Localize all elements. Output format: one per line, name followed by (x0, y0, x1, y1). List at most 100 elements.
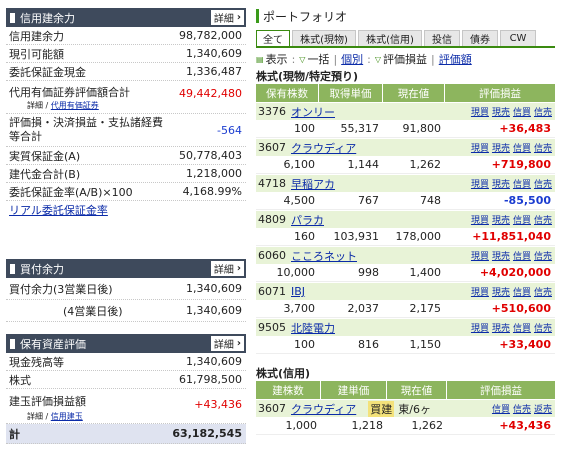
opt-all[interactable]: 一括 (307, 53, 330, 66)
holding-header: 6060 こころネット 現買 現売 信買 信売 (256, 246, 555, 264)
assets-panel-header: 保有資産評価 詳細 › (6, 334, 246, 353)
market-term: 東/6ヶ (398, 402, 431, 416)
caret-down-icon: ▽ (299, 54, 306, 64)
trade-action-link[interactable]: 信買 (512, 180, 531, 190)
opt-individual[interactable]: 個別 (341, 53, 364, 66)
trade-action-link[interactable]: 現買 (470, 216, 489, 226)
header-marker-icon (10, 12, 15, 23)
trade-action-link[interactable]: 現買 (470, 144, 489, 154)
stock-code: 6071 (258, 285, 286, 298)
opt-value[interactable]: 評価額 (438, 53, 472, 66)
cost-value: 998 (358, 266, 379, 279)
realtime-margin-link[interactable]: リアル委託保証金率 (9, 204, 108, 217)
realtime-link-row: リアル委託保証金率 (6, 201, 246, 219)
pl-value: +11,851,040 (472, 230, 551, 243)
trade-action-link[interactable]: 現買 (470, 252, 489, 262)
stock-name-link[interactable]: 北陸電力 (291, 321, 335, 335)
margin-row: 現引可能額 1,340,609 (6, 45, 246, 63)
trade-action-link[interactable]: 信買 (512, 108, 531, 118)
price-value: 2,175 (409, 302, 442, 315)
trade-action-link[interactable]: 現買 (470, 288, 489, 298)
holding-header: 6071 IBJ 現買 現売 信買 信売 (256, 282, 555, 300)
price-value: 748 (420, 194, 441, 207)
trade-action-link[interactable]: 信売 (533, 180, 552, 190)
buy-panel: 買付余力 詳細 › 買付余力(3営業日後) 1,340,609 (4営業日後) 1,3… (6, 259, 246, 322)
chevron-right-icon: › (236, 263, 241, 274)
credit-holding-values: 1,000 1,218 1,262 +43,436 (256, 417, 555, 435)
stock-name-link[interactable]: クラウディア (291, 141, 357, 155)
trade-action-link[interactable]: 現売 (491, 324, 510, 334)
pl-value: +719,800 (491, 158, 551, 171)
credit-action-link[interactable]: 信買 (491, 405, 510, 415)
assets-panel: 保有資産評価 詳細 › 現金残高等 1,340,609 株式 61,798,500 建… (6, 334, 246, 444)
trade-action-link[interactable]: 現売 (491, 216, 510, 226)
stock-name-link[interactable]: こころネット (291, 249, 357, 263)
shares-value: 100 (294, 338, 315, 351)
tab-margin-stock[interactable]: 株式(信用) (358, 30, 422, 46)
opt-pl[interactable]: 評価損益 (383, 53, 428, 66)
trade-action-link[interactable]: 現買 (470, 324, 489, 334)
holding-header: 4809 パラカ 現買 現売 信買 信売 (256, 210, 555, 228)
trade-action-link[interactable]: 現買 (470, 108, 489, 118)
trade-action-link[interactable]: 現売 (491, 252, 510, 262)
trade-action-link[interactable]: 信買 (512, 144, 531, 154)
stock-name-link[interactable]: IBJ (291, 285, 306, 298)
stock-name-link[interactable]: クラウディア (291, 402, 357, 416)
trade-action-link[interactable]: 信売 (533, 252, 552, 262)
holding-values: 3,700 2,037 2,175 +510,600 (256, 300, 555, 318)
shares-value: 100 (294, 122, 315, 135)
credit-action-link[interactable]: 返売 (533, 405, 552, 415)
menu-icon: ▤ (256, 54, 264, 64)
trade-action-link[interactable]: 信売 (533, 108, 552, 118)
trade-action-link[interactable]: 信売 (533, 144, 552, 154)
cost-value: 767 (358, 194, 379, 207)
price-value: 178,000 (395, 230, 442, 243)
securities-link[interactable]: 代用有価証券 (50, 101, 99, 110)
shares-value: 3,700 (283, 302, 316, 315)
tab-cash-stock[interactable]: 株式(現物) (292, 30, 356, 46)
holding-item: 6060 こころネット 現買 現売 信買 信売 10,000 998 1,400 +4,020,0… (256, 246, 555, 282)
buy-detail-button[interactable]: 詳細 › (210, 261, 244, 276)
tab-bonds[interactable]: 債券 (462, 30, 498, 46)
holding-values: 4,500 767 748 -85,500 (256, 192, 555, 210)
shares-value: 1,000 (285, 419, 318, 432)
holding-header: 4718 早稲アカ 現買 現売 信買 信売 (256, 174, 555, 192)
trade-action-link[interactable]: 現売 (491, 288, 510, 298)
credit-position-link[interactable]: 信用建玉 (50, 412, 83, 421)
holding-item: 3376 オンリー 現買 現売 信買 信売 100 55,317 91,800 +36,483 (256, 102, 555, 138)
stock-name-link[interactable]: オンリー (291, 105, 335, 119)
trade-action-link[interactable]: 信売 (533, 288, 552, 298)
tab-all[interactable]: 全て (256, 30, 290, 46)
margin-detail-button[interactable]: 詳細 › (210, 10, 244, 25)
holding-values: 160 103,931 178,000 +11,851,040 (256, 228, 555, 246)
trade-action-link[interactable]: 現売 (491, 108, 510, 118)
stock-code: 3607 (258, 402, 286, 415)
trade-action-link[interactable]: 現売 (491, 180, 510, 190)
credit-action-link[interactable]: 信売 (512, 405, 531, 415)
buy-panel-title: 買付余力 (20, 262, 64, 276)
portfolio-panel: ポートフォリオ 全て 株式(現物) 株式(信用) 投信 債券 CW ▤ 表示 :… (256, 6, 555, 435)
holding-item: 4809 パラカ 現買 現売 信買 信売 160 103,931 178,000 +11,851,… (256, 210, 555, 246)
trade-action-link[interactable]: 信買 (512, 252, 531, 262)
chevron-right-icon: › (236, 338, 241, 349)
pl-value: +33,400 (499, 338, 551, 351)
tab-funds[interactable]: 投信 (424, 30, 460, 46)
stock-name-link[interactable]: 早稲アカ (291, 177, 335, 191)
cost-value: 2,037 (347, 302, 380, 315)
trade-action-link[interactable]: 現買 (470, 180, 489, 190)
margin-row: 委託保証金率(A/B)×100 4,168.99% (6, 183, 246, 201)
securities-sub-links: 詳細 / 代用有価証券 (27, 101, 99, 110)
tab-cw[interactable]: CW (500, 30, 536, 46)
buy-row: (4営業日後) 1,340,609 (6, 300, 246, 322)
trade-action-link[interactable]: 信買 (512, 324, 531, 334)
trade-action-link[interactable]: 信売 (533, 324, 552, 334)
assets-detail-button[interactable]: 詳細 › (210, 336, 244, 351)
stock-code: 3376 (258, 105, 286, 118)
holding-values: 10,000 998 1,400 +4,020,000 (256, 264, 555, 282)
trade-action-link[interactable]: 信買 (512, 216, 531, 226)
stock-code: 6060 (258, 249, 286, 262)
stock-name-link[interactable]: パラカ (291, 213, 324, 227)
trade-action-link[interactable]: 信買 (512, 288, 531, 298)
trade-action-link[interactable]: 信売 (533, 216, 552, 226)
trade-action-link[interactable]: 現売 (491, 144, 510, 154)
